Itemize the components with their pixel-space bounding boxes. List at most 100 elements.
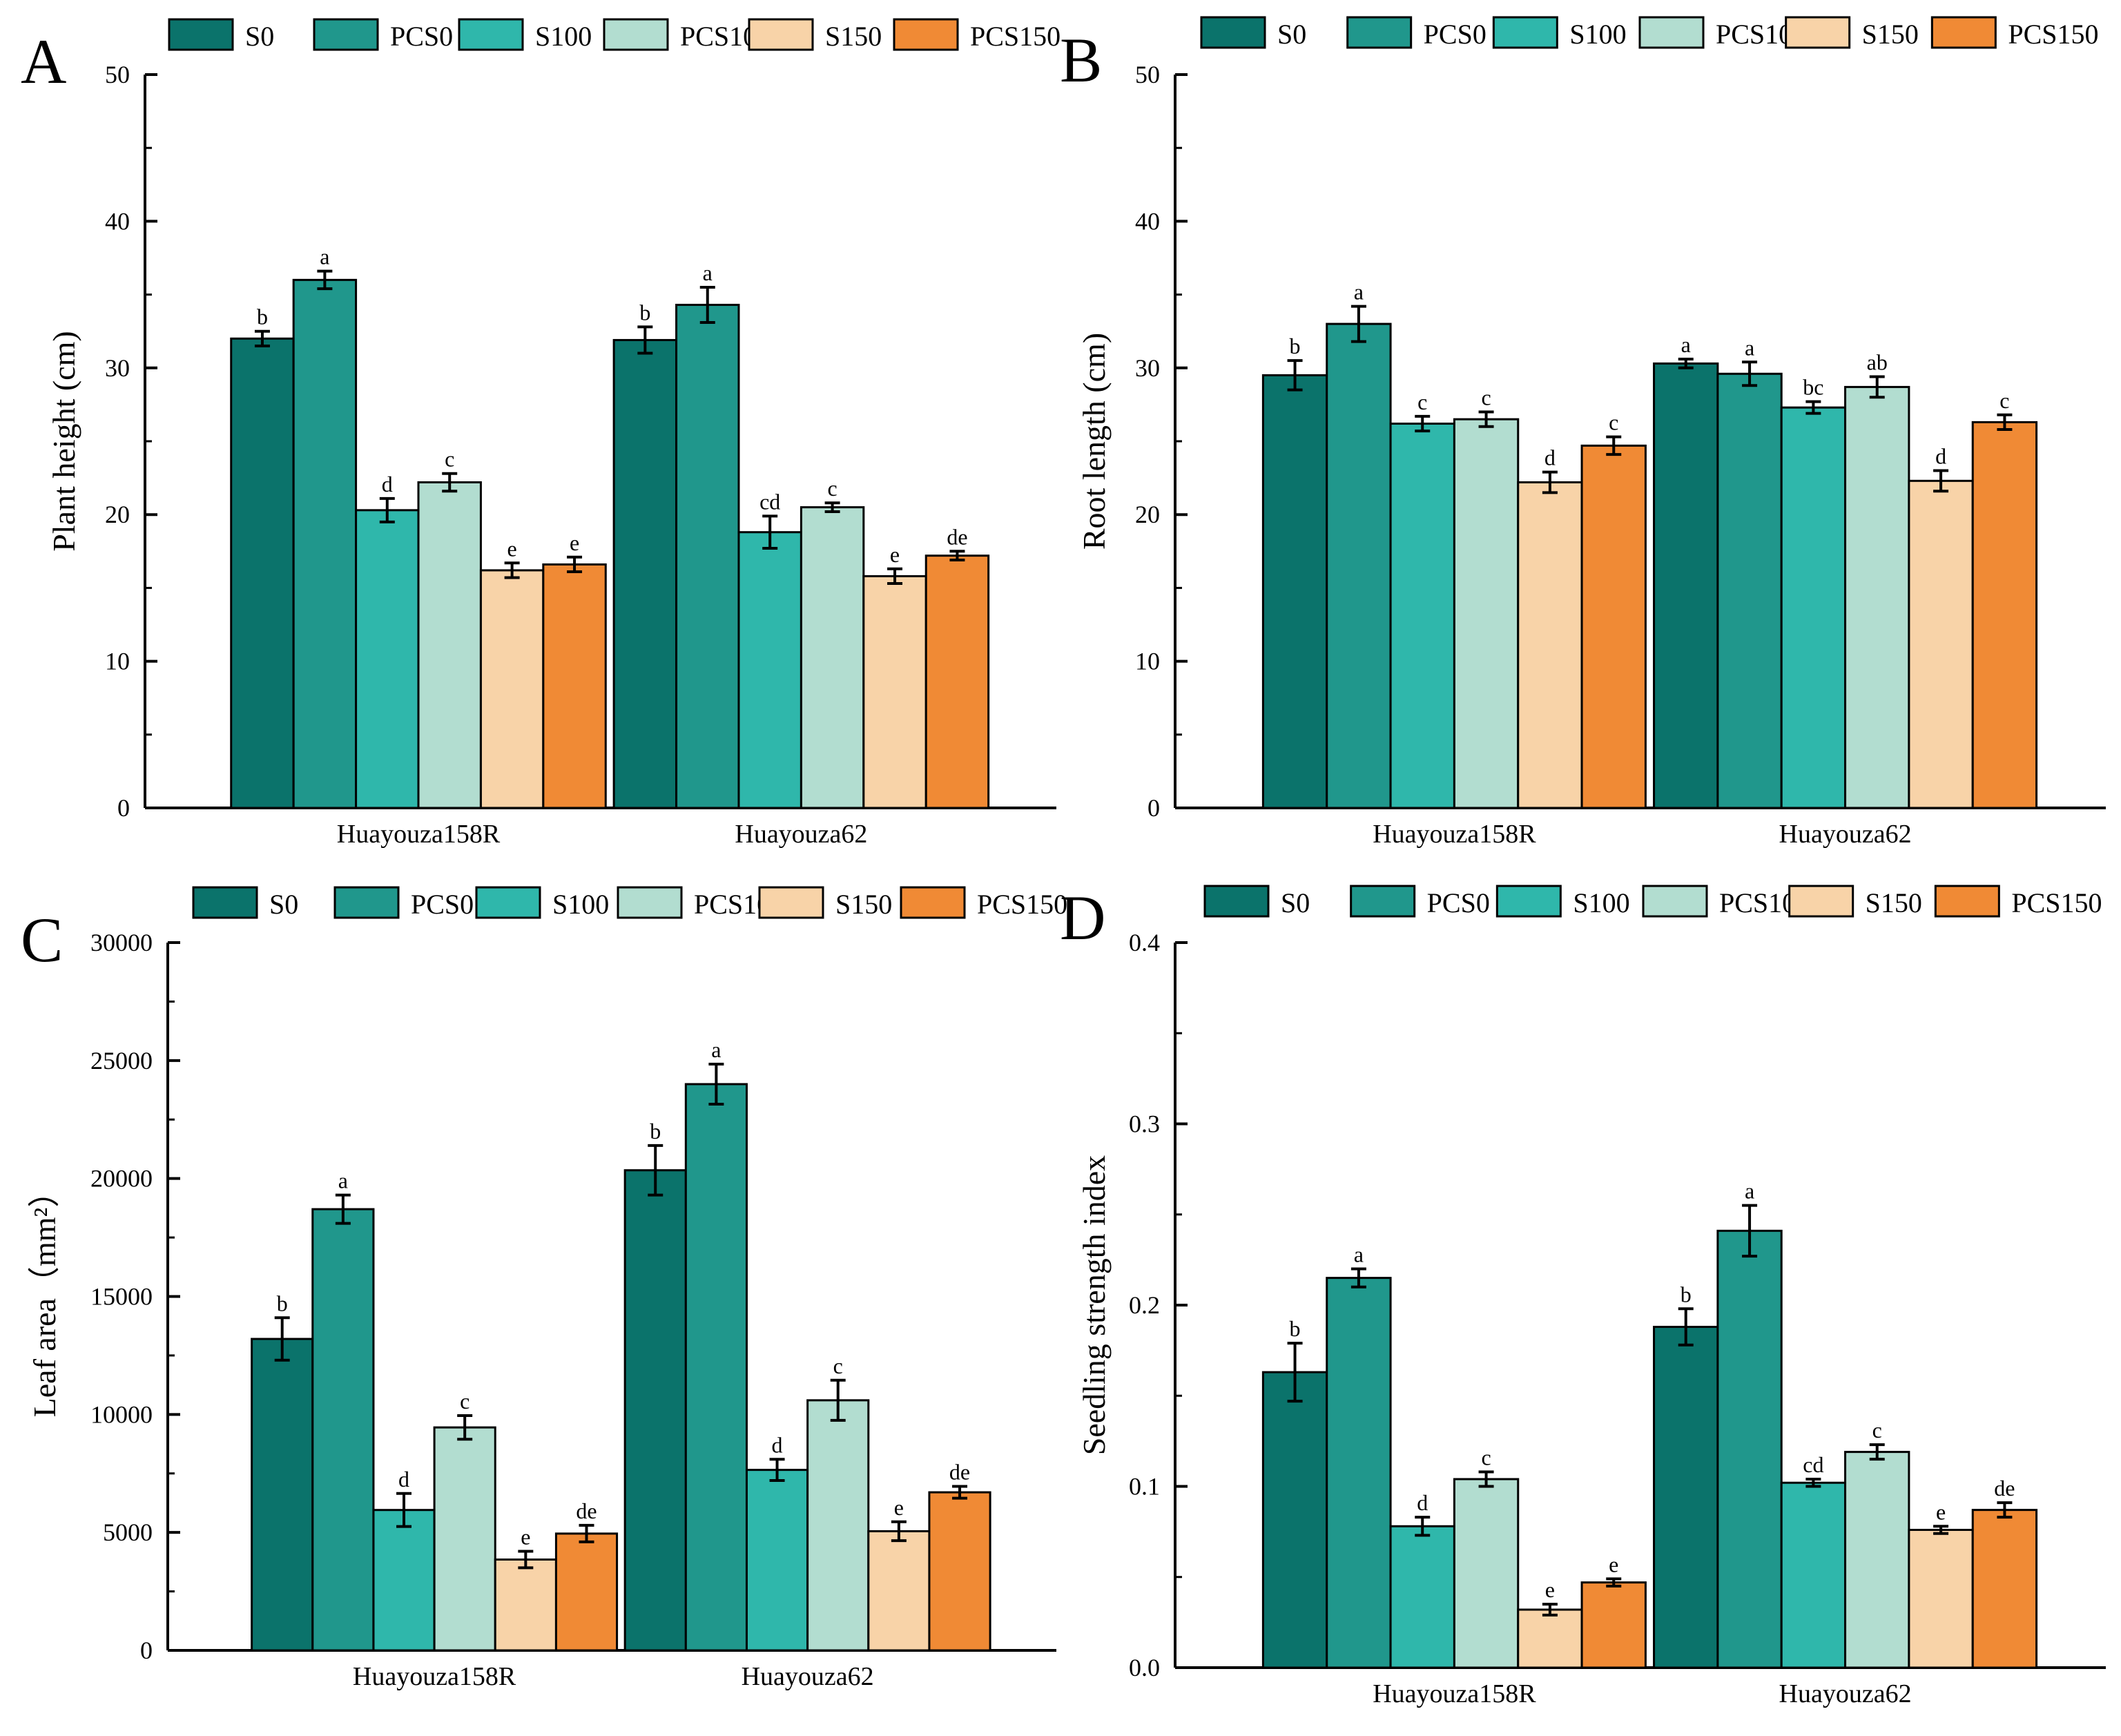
significance-letter: a [1745,335,1754,360]
significance-letter: a [338,1168,348,1193]
legend-swatch-pcs0 [313,18,379,51]
legend-label: PCS0 [411,889,474,920]
legend-label: S150 [835,889,892,920]
legend-swatch-pcs150 [1934,885,2000,918]
significance-letter: c [460,1389,469,1414]
significance-letter: d [382,472,393,496]
bar-s100 [1780,1481,1847,1669]
significance-letter: e [1609,1552,1618,1576]
significance-letter: d [1935,443,1946,468]
bar-s150 [479,569,545,809]
bar-pcs100 [1844,385,1910,809]
y-tick-label: 0.4 [1129,929,1160,956]
bar-pcs0 [675,303,740,809]
significance-letter: de [576,1498,597,1523]
bar-s150 [1908,1529,1974,1669]
bar-pcs0 [684,1083,748,1652]
legend-label: S150 [825,21,882,52]
bar-s0 [1653,362,1719,809]
significance-letter: c [1481,1445,1491,1470]
significance-letter: de [947,524,967,549]
legend-label: S150 [1866,887,1922,918]
legend-swatch-pcs100 [603,18,669,51]
significance-letter: a [320,244,329,269]
bar-pcs0 [1326,1277,1392,1669]
significance-letter: e [507,536,517,561]
y-tick-label: 30000 [90,929,153,956]
legend-swatch-pcs150 [893,18,959,51]
significance-letter: de [949,1460,970,1485]
significance-letter: bc [1803,375,1823,400]
bar-pcs150 [1971,1509,2038,1669]
legend-swatch-s100 [1492,16,1558,49]
bar-pcs0 [292,278,358,809]
legend-swatch-pcs0 [1350,885,1416,918]
y-tick-label: 10 [1135,648,1160,675]
bar-s100 [372,1509,436,1652]
x-tick-label: Huayouza62 [742,1662,874,1691]
legend-swatch-s0 [1200,16,1266,49]
significance-letter: b [277,1291,288,1315]
significance-letter: c [1481,385,1491,410]
y-tick-label: 20000 [90,1165,153,1193]
significance-letter: de [1994,1476,2015,1501]
significance-letter: e [570,530,579,555]
significance-letter: b [650,1119,661,1144]
legend-label: PCS150 [2011,887,2102,918]
y-tick-label: 10 [105,648,130,675]
bar-pcs100 [806,1399,870,1652]
y-tick-label: 0.0 [1129,1654,1160,1681]
y-tick-label: 20 [105,501,130,528]
significance-letter: ab [1867,350,1888,375]
y-axis-label: Root length (cm) [1076,333,1112,550]
legend-swatch-pcs100 [1642,885,1708,918]
bar-pcs150 [924,554,990,809]
bar-pcs150 [542,563,607,809]
bar-pcs100 [1453,1478,1520,1669]
bar-s0 [251,1338,314,1652]
y-tick-label: 10000 [90,1400,153,1428]
significance-letter: e [890,542,900,567]
legend-label: PCS0 [390,21,453,52]
x-tick-label: Huayouza62 [1779,820,1912,849]
y-tick-label: 40 [105,207,130,235]
legend-swatch-pcs100 [1638,16,1705,49]
significance-letter: d [1544,445,1556,470]
significance-letter: e [1545,1577,1555,1602]
x-tick-label: Huayouza158R [353,1662,516,1691]
y-axis-label: Seedling strength index [1076,1155,1112,1455]
legend-swatch-s150 [758,886,824,919]
significance-letter: b [1290,1316,1301,1341]
x-tick-label: Huayouza158R [1373,1679,1536,1708]
significance-letter: d [398,1467,409,1492]
legend-label: S0 [245,21,274,52]
bar-s100 [737,531,802,809]
legend-swatch-pcs0 [333,886,400,919]
legend-swatch-s100 [475,886,541,919]
y-tick-label: 30 [105,354,130,382]
bar-pcs0 [1716,1229,1783,1669]
y-tick-label: 50 [105,61,130,88]
bar-pcs150 [554,1532,619,1652]
y-tick-label: 0.1 [1129,1473,1160,1501]
bar-s0 [230,337,295,809]
bar-pcs100 [417,481,482,809]
significance-letter: e [894,1495,904,1520]
significance-letter: a [1745,1179,1754,1204]
legend-swatch-s100 [458,18,524,51]
significance-letter: b [639,300,650,325]
significance-letter: d [1417,1490,1428,1515]
y-axis-label: Leaf area（mm²） [27,1176,62,1418]
significance-letter: a [1354,1242,1364,1267]
bar-s150 [494,1558,557,1652]
bar-s100 [745,1469,809,1652]
legend-swatch-s0 [192,886,258,919]
bar-s150 [867,1530,931,1652]
bar-s100 [355,509,420,809]
legend-swatch-s0 [168,18,234,51]
significance-letter: b [257,305,268,329]
panel-d: D 0.0 0.1 0.2 0.3 0.4 Seedling strength index b… [1060,883,2106,1708]
significance-letter: c [1417,389,1427,414]
legend-label: S100 [535,21,592,52]
